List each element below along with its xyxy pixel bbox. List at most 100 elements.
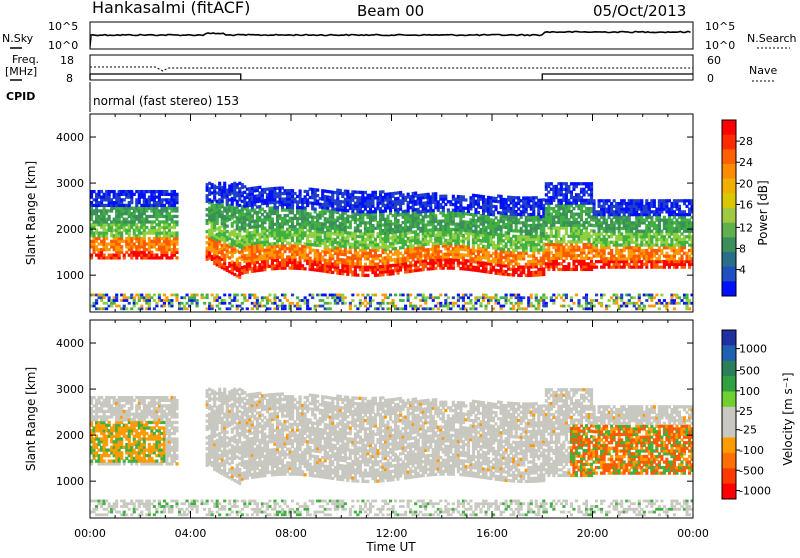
power-cell <box>477 211 480 214</box>
power-cell <box>442 206 445 209</box>
power-noise-cell <box>439 302 442 305</box>
power-noise-cell <box>326 296 329 299</box>
power-noise-cell <box>236 299 239 302</box>
power-noise-cell <box>351 299 354 302</box>
power-cell <box>175 220 178 223</box>
power-noise-cell <box>364 296 367 299</box>
power-noise-cell <box>552 294 555 297</box>
power-noise-cell <box>175 296 178 299</box>
power-noise-cell <box>605 307 608 310</box>
power-noise-cell <box>429 294 432 297</box>
nsearch-tick-top: 10^5 <box>705 20 735 33</box>
power-noise-cell <box>115 294 118 297</box>
nave-series <box>90 67 693 71</box>
power-noise-cell <box>537 305 540 308</box>
power-noise-cell <box>140 305 143 308</box>
power-noise-cell <box>517 305 520 308</box>
power-noise-cell <box>246 299 249 302</box>
power-noise-cell <box>309 307 312 310</box>
power-noise-cell <box>196 302 199 305</box>
power-noise-cell <box>93 305 96 308</box>
power-noise-cell <box>392 299 395 302</box>
power-noise-cell <box>105 302 108 305</box>
power-noise-cell <box>256 299 259 302</box>
power-noise-cell <box>306 302 309 305</box>
power-noise-cell <box>183 305 186 308</box>
power-cell <box>593 199 596 202</box>
power-cell <box>567 262 570 265</box>
power-noise-cell <box>268 307 271 310</box>
power-noise-cell <box>535 296 538 299</box>
power-cell <box>482 195 485 198</box>
power-noise-cell <box>464 294 467 297</box>
power-noise-cell <box>517 294 520 297</box>
power-noise-cell <box>321 299 324 302</box>
power-noise-cell <box>600 296 603 299</box>
power-cell <box>304 267 307 270</box>
power-cell <box>175 193 178 196</box>
power-noise-cell <box>381 299 384 302</box>
power-noise-cell <box>133 296 136 299</box>
power-noise-cell <box>512 307 515 310</box>
power-noise-cell <box>444 294 447 297</box>
power-noise-cell <box>299 305 302 308</box>
power-noise-cell <box>495 294 498 297</box>
power-cell <box>492 241 495 244</box>
power-noise-cell <box>286 299 289 302</box>
power-noise-cell <box>550 296 553 299</box>
power-noise-cell <box>283 296 286 299</box>
power-noise-cell <box>474 307 477 310</box>
power-noise-cell <box>203 302 206 305</box>
power-noise-cell <box>479 305 482 308</box>
power-noise-cell <box>555 296 558 299</box>
cpid-label: CPID <box>6 90 35 103</box>
power-noise-cell <box>585 305 588 308</box>
nsky-tick-bottom: 10^0 <box>48 39 78 52</box>
power-noise-cell <box>276 307 279 310</box>
freq-series <box>90 74 693 80</box>
freq-trace <box>90 67 693 80</box>
power-noise-cell <box>266 296 269 299</box>
power-noise-cell <box>115 299 118 302</box>
power-noise-cell <box>125 299 128 302</box>
power-noise-cell <box>537 307 540 310</box>
power-cell <box>464 198 467 201</box>
power-noise-cell <box>273 299 276 302</box>
power-noise-cell <box>153 294 156 297</box>
power-noise-cell <box>175 294 178 297</box>
power-noise-cell <box>454 302 457 305</box>
power-noise-cell <box>457 299 460 302</box>
power-noise-cell <box>608 305 611 308</box>
power-cell <box>359 229 362 232</box>
power-noise-cell <box>155 302 158 305</box>
power-noise-cell <box>354 305 357 308</box>
nsky-series <box>90 31 691 35</box>
power-noise-cell <box>374 294 377 297</box>
nave-tick-top: 60 <box>707 54 721 67</box>
power-noise-cell <box>241 302 244 305</box>
power-noise-cell <box>148 299 151 302</box>
power-noise-cell <box>273 294 276 297</box>
power-cell <box>301 264 304 267</box>
power-noise-cell <box>165 296 168 299</box>
power-cell <box>120 245 123 248</box>
power-noise-cell <box>228 307 231 310</box>
power-noise-cell <box>115 296 118 299</box>
power-cell <box>271 217 274 220</box>
power-noise-cell <box>565 294 568 297</box>
power-noise-cell <box>349 305 352 308</box>
power-cell <box>175 256 178 259</box>
power-noise-cell <box>193 296 196 299</box>
power-noise-cell <box>595 299 598 302</box>
power-noise-cell <box>432 299 435 302</box>
power-noise-cell <box>600 305 603 308</box>
power-noise-cell <box>444 299 447 302</box>
power-noise-cell <box>344 302 347 305</box>
power-cell <box>175 231 178 234</box>
power-noise-cell <box>577 299 580 302</box>
power-noise-cell <box>580 305 583 308</box>
power-noise-cell <box>123 305 126 308</box>
power-noise-cell <box>256 307 259 310</box>
power-noise-cell <box>243 294 246 297</box>
